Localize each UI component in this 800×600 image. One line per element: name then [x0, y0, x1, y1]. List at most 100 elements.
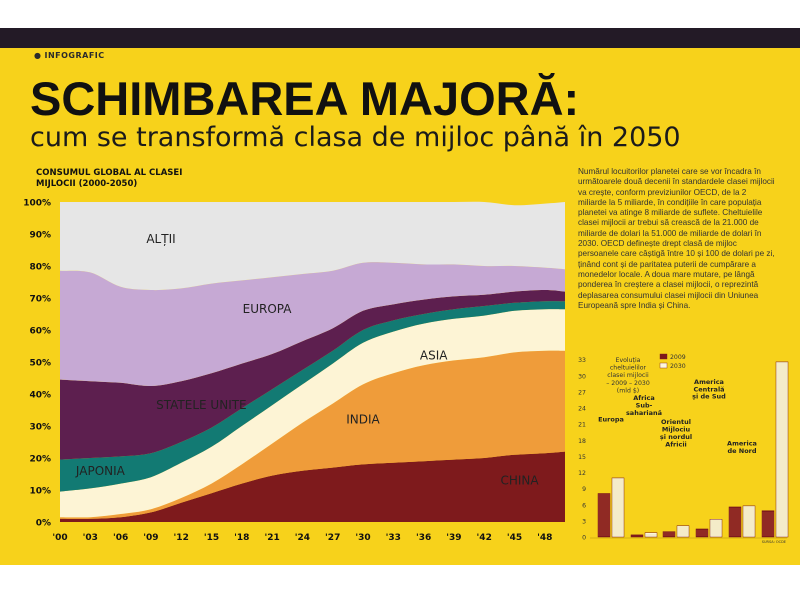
- region-label: și nordul: [660, 433, 692, 441]
- y-tick-label: 30%: [29, 423, 51, 433]
- x-tick-label: '18: [234, 533, 249, 543]
- y-tick-label: 50%: [29, 359, 51, 369]
- series-label: EUROPA: [243, 302, 293, 316]
- coin-stack-body: [630, 534, 644, 538]
- coin-chart-title-line: (mld $): [617, 387, 639, 394]
- x-tick-label: '42: [477, 533, 492, 543]
- coin-y-tick-label: 15: [578, 454, 586, 461]
- coin-stack-body: [676, 525, 690, 538]
- area-series-statele-unite: [60, 290, 565, 460]
- coin-stack-body: [775, 361, 789, 538]
- coin-stack-body: [611, 477, 625, 538]
- x-tick-label: '33: [386, 533, 401, 543]
- section-kicker: ● INFOGRAFIC: [34, 51, 105, 60]
- x-tick-label: '09: [143, 533, 158, 543]
- region-label: de Nord: [727, 447, 756, 455]
- coin-stack-body: [709, 519, 723, 538]
- coin-y-tick-label: 9: [582, 486, 586, 493]
- kicker-label: INFOGRAFIC: [44, 51, 105, 60]
- area-series-alții: [60, 201, 565, 291]
- y-tick-label: 60%: [29, 327, 51, 337]
- coin-stack-2009: [630, 534, 644, 538]
- x-tick-label: '03: [83, 533, 98, 543]
- coin-stack-body: [761, 510, 775, 538]
- bullet-icon: ●: [34, 51, 42, 60]
- chart-heading-line-1: CONSUMUL GLOBAL AL CLASEI: [36, 168, 183, 178]
- coin-stack-2030: [611, 477, 625, 538]
- region-label: Mijlociu: [662, 426, 691, 434]
- coin-stack-2030: [742, 505, 756, 538]
- coin-y-tick-label: 3: [582, 518, 586, 525]
- coin-stack-2009: [597, 493, 611, 538]
- coin-y-tick-label: 18: [578, 438, 586, 445]
- x-tick-label: '27: [325, 533, 340, 543]
- coin-stack-body: [662, 531, 676, 538]
- article-paragraph-1: Numărul locuitorilor planetei care se vo…: [578, 167, 775, 279]
- series-label: ASIA: [420, 349, 448, 363]
- article-paragraph-2: A doua mare mutare, pe lângă ponderea în…: [578, 269, 759, 310]
- coin-chart-title-line: – 2009 – 2030: [606, 380, 650, 387]
- area-series-asia: [60, 309, 565, 518]
- coin-stack-2030: [775, 361, 789, 538]
- area-series-europa: [60, 262, 565, 387]
- coin-stack-body: [742, 505, 756, 538]
- coin-stack-body: [728, 506, 742, 538]
- area-series-india: [60, 350, 565, 519]
- x-tick-label: '12: [174, 533, 189, 543]
- coin-y-tick-label: 21: [578, 422, 586, 429]
- coin-y-tick-label: 6: [582, 502, 586, 509]
- coin-stack-2030: [644, 532, 658, 538]
- coin-y-tick-label: 12: [578, 470, 586, 477]
- coin-chart-title-line: Evoluția: [616, 357, 641, 365]
- series-label: STATELE UNITE: [156, 398, 247, 412]
- series-label: INDIA: [346, 413, 380, 427]
- y-tick-label: 100%: [23, 199, 51, 209]
- x-tick-label: '15: [204, 533, 219, 543]
- coin-y-tick-label: 33: [578, 357, 586, 364]
- x-tick-label: '36: [416, 533, 431, 543]
- series-label: CHINA: [500, 473, 539, 487]
- y-tick-label: 40%: [29, 391, 51, 401]
- y-tick-label: 20%: [29, 455, 51, 465]
- coin-stack-2030: [676, 525, 690, 538]
- coin-chart-title-line: cheltuielilor: [610, 365, 647, 372]
- region-label: Africii: [665, 440, 687, 448]
- region-label: Europa: [598, 416, 624, 424]
- series-label: JAPONIA: [75, 464, 126, 478]
- region-label: Sub-: [636, 401, 653, 409]
- x-tick-label: '39: [446, 533, 461, 543]
- y-tick-label: 70%: [29, 295, 51, 305]
- coin-y-tick-label: 24: [578, 406, 586, 413]
- coin-chart-title-line: clasei mijlocii: [607, 372, 649, 379]
- x-tick-label: '21: [264, 533, 279, 543]
- coin-stack-2009: [728, 506, 742, 538]
- coin-y-tick-label: 0: [582, 535, 586, 542]
- legend-swatch-2009: [659, 353, 668, 360]
- region-label: Orientul: [661, 418, 691, 426]
- source-note: SURSA: OCDE: [762, 540, 786, 544]
- region-label: Africa: [633, 394, 655, 402]
- x-tick-label: '30: [355, 533, 370, 543]
- region-label: America: [727, 440, 757, 448]
- region-label: și de Sud: [692, 393, 726, 401]
- legend-swatch-2030: [659, 362, 668, 369]
- y-tick-label: 0%: [36, 519, 51, 529]
- chart-heading-line-2: MIJLOCII (2000-2050): [36, 179, 138, 189]
- coin-stack-2009: [662, 531, 676, 538]
- article-text: Numărul locuitorilor planetei care se vo…: [578, 167, 776, 311]
- coin-stack-2030: [709, 519, 723, 538]
- y-tick-label: 10%: [29, 487, 51, 497]
- chart-heading: CONSUMUL GLOBAL AL CLASEI MIJLOCII (2000…: [36, 168, 236, 190]
- legend-label-2030: 2030: [670, 363, 686, 370]
- x-tick-label: '00: [52, 533, 67, 543]
- legend-label-2009: 2009: [670, 354, 686, 361]
- spending-coin-chart: 0 3 6 9 12 15 18 21 24 27 30 33 Evoluțiacheltuielilo…: [578, 353, 789, 544]
- x-tick-label: '06: [113, 533, 128, 543]
- region-label: America: [694, 378, 724, 386]
- region-label: Centrală: [693, 385, 724, 393]
- area-series-japonia: [60, 301, 565, 492]
- coin-stack-2009: [761, 510, 775, 538]
- area-series-china: [60, 451, 565, 522]
- x-tick-label: '48: [537, 533, 552, 543]
